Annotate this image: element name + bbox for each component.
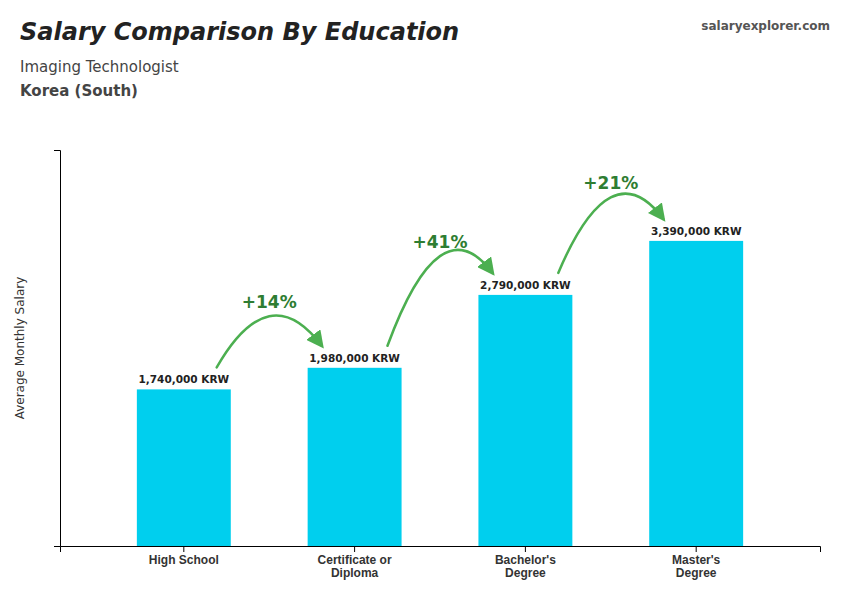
x-tick-mark	[696, 546, 697, 552]
change-arrow	[387, 250, 492, 346]
x-axis-line	[61, 547, 821, 553]
x-tick-label-line: Degree	[676, 566, 717, 580]
x-tick-label-line: High School	[149, 553, 219, 567]
x-tick: Certificate orDiploma	[318, 546, 392, 580]
x-tick-label-line: Certificate or	[318, 553, 392, 567]
change-arrow	[217, 315, 322, 367]
x-tick: Bachelor'sDegree	[495, 546, 556, 580]
y-axis	[54, 151, 61, 547]
x-tick: High School	[149, 546, 219, 567]
data-label: 1,740,000 KRW	[139, 373, 230, 385]
x-tick-label: Bachelor'sDegree	[495, 553, 556, 581]
annotation: +41%	[413, 232, 468, 252]
y-axis-line	[54, 151, 61, 547]
x-tick-label: High School	[149, 553, 219, 567]
bar	[308, 368, 402, 546]
bar	[478, 295, 572, 546]
x-axis: High School Certificate orDiploma Bachelor…	[61, 546, 821, 580]
x-tick-label-line: Diploma	[331, 566, 379, 580]
data-labels: 1,740,000 KRW 1,980,000 KRW 2,790,000 KRW 3…	[139, 225, 742, 386]
bar	[137, 389, 231, 546]
annotation: +14%	[242, 292, 297, 312]
subtitle: Korea (South)	[20, 82, 138, 100]
x-tick-mark	[183, 546, 184, 552]
change-arrow	[558, 194, 663, 273]
annotations: +14% +41% +21%	[217, 173, 664, 367]
x-tick-label: Master'sDegree	[672, 553, 721, 581]
x-tick-mark	[354, 546, 355, 552]
bar	[649, 241, 743, 546]
annotation: +21%	[583, 173, 638, 193]
data-label: 1,980,000 KRW	[309, 352, 400, 364]
y-axis-title: Average Monthly Salary	[13, 277, 27, 420]
x-tick-label-line: Master's	[672, 553, 721, 567]
title: Salary Comparison By Education	[20, 18, 459, 46]
x-tick-label-line: Degree	[505, 566, 546, 580]
data-label: 3,390,000 KRW	[651, 225, 742, 237]
x-tick-label-line: Bachelor's	[495, 553, 556, 567]
chart: Salary Comparison By Education Imaging Te…	[0, 0, 850, 606]
data-label: 2,790,000 KRW	[480, 279, 571, 291]
x-tick-label: Certificate orDiploma	[318, 553, 392, 581]
subtitle: Imaging Technologist	[20, 58, 179, 76]
bars	[137, 241, 743, 546]
source: salaryexplorer.com	[701, 19, 830, 33]
x-tick: Master'sDegree	[672, 546, 721, 580]
x-tick-mark	[525, 546, 526, 552]
